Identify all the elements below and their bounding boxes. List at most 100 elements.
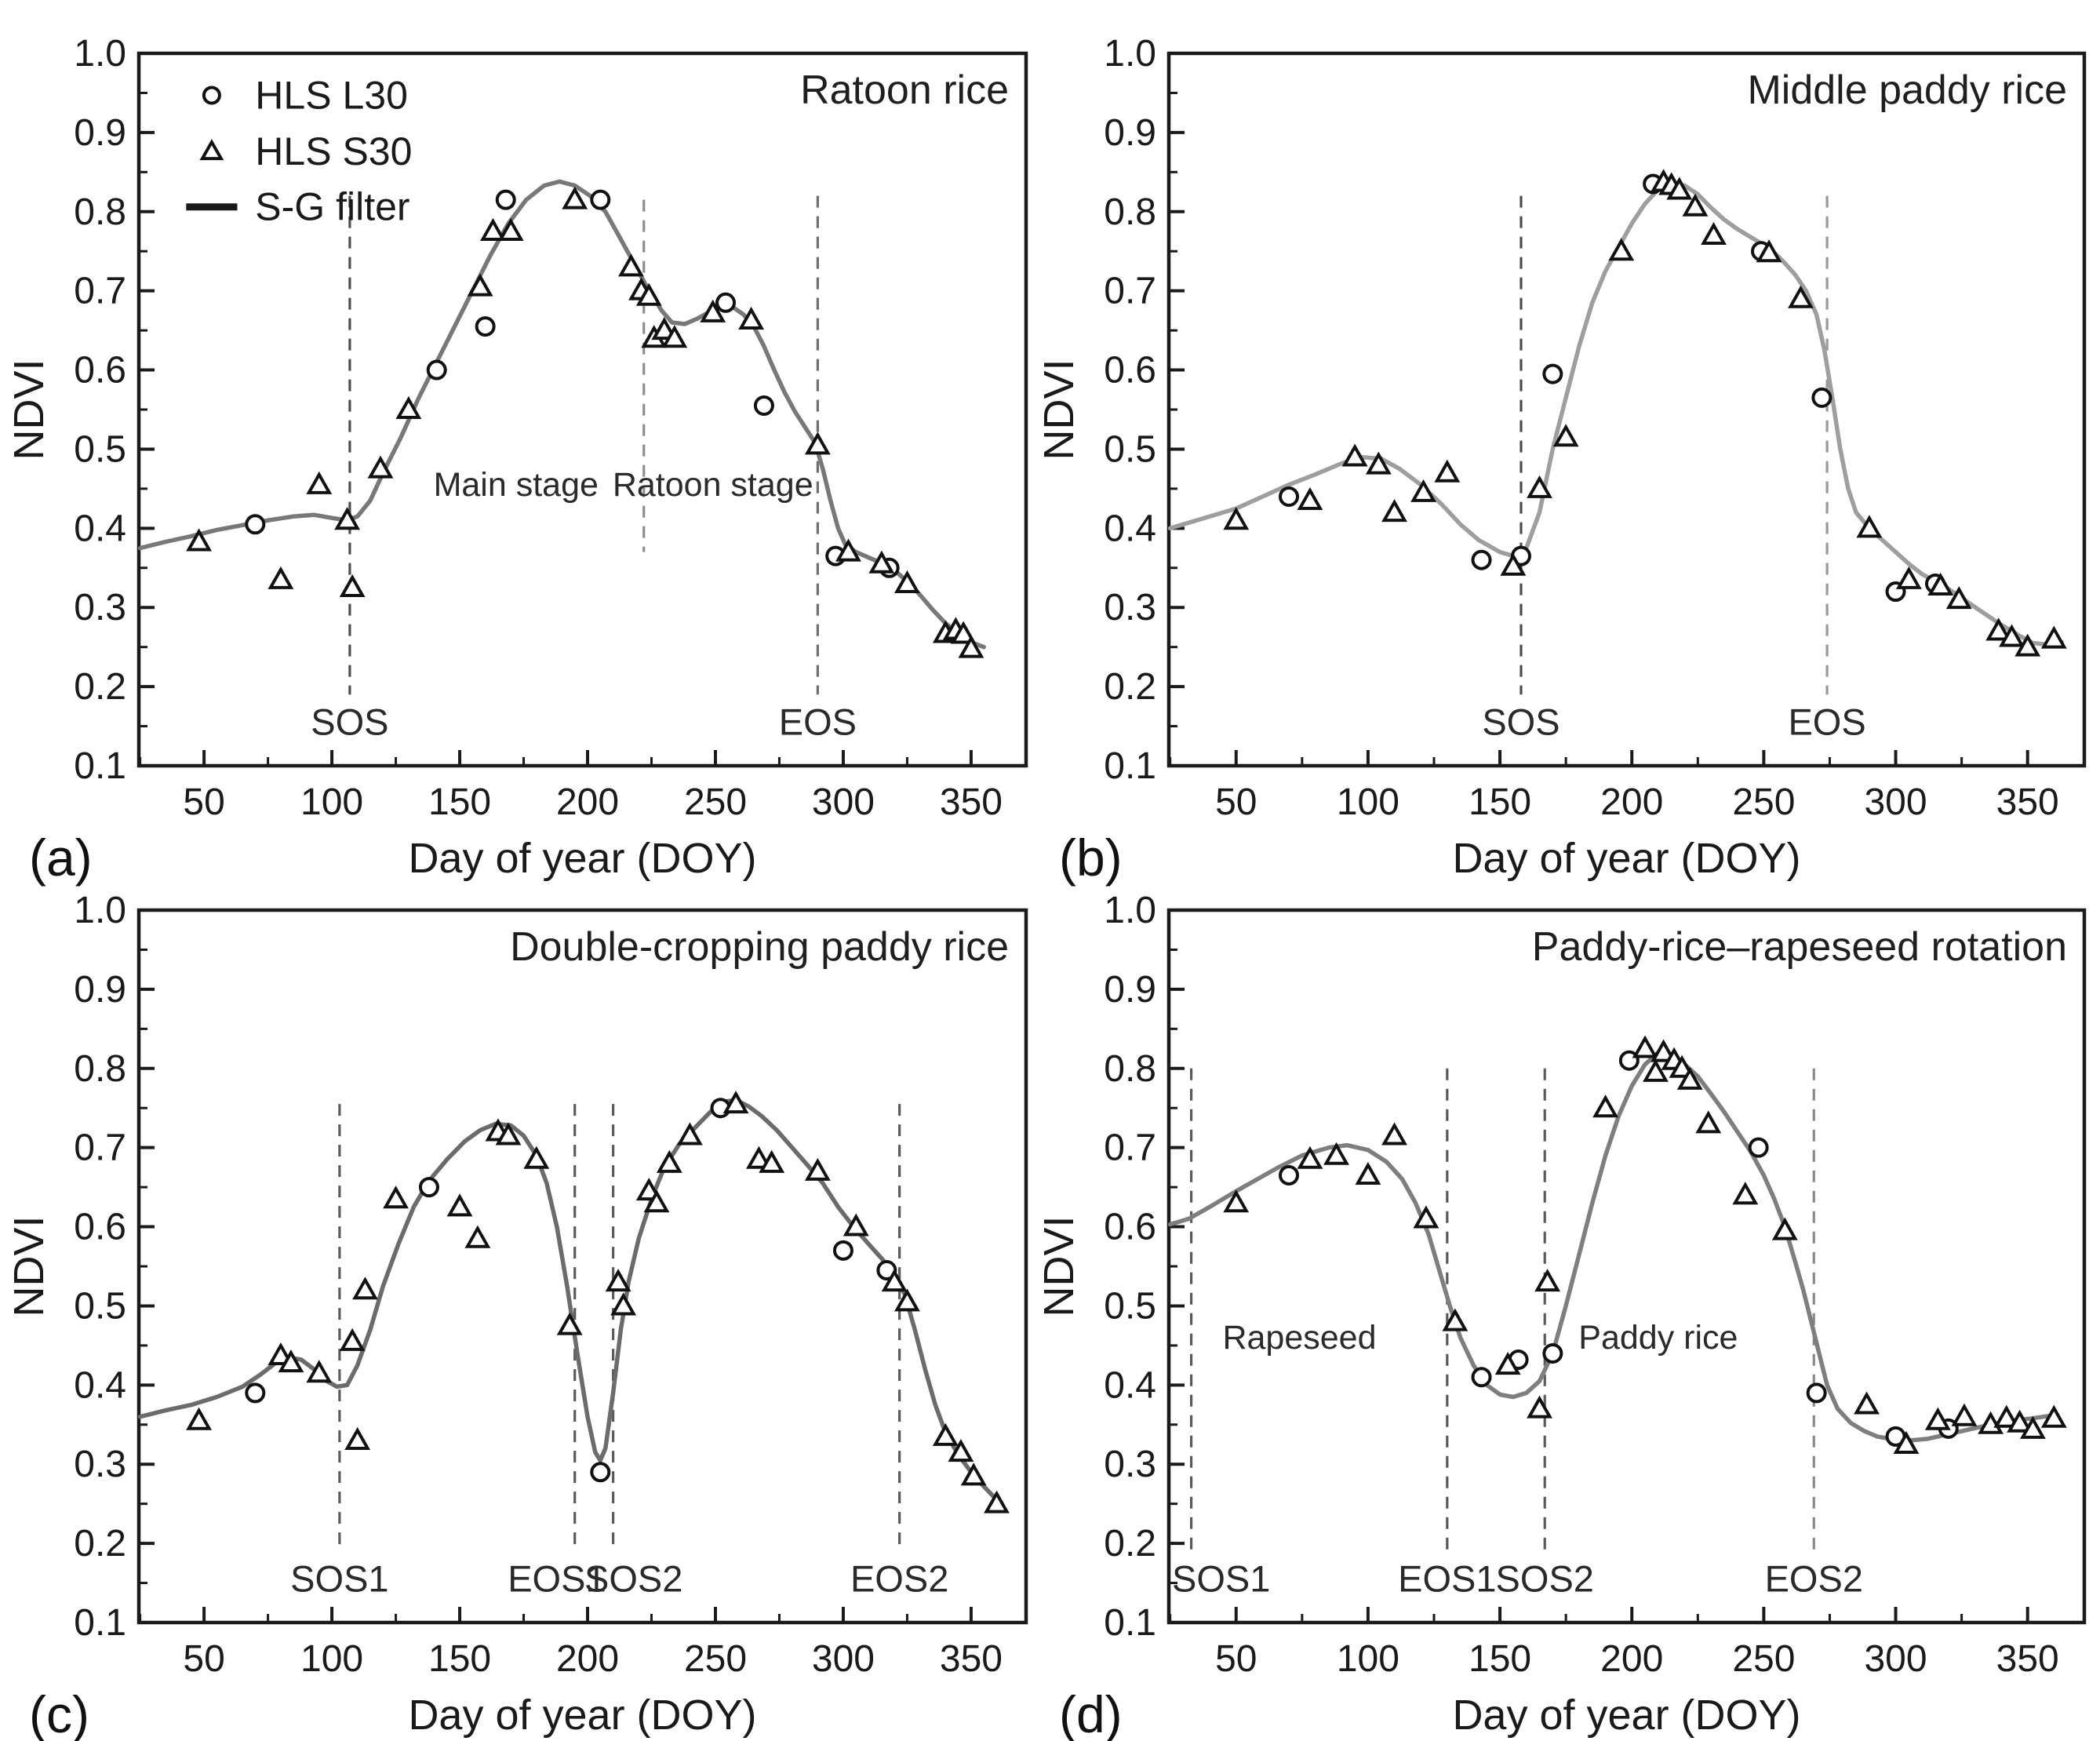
data-point-triangle — [804, 432, 831, 455]
data-point-triangle — [352, 1277, 378, 1300]
y-tick-label: 0.1 — [1104, 745, 1156, 787]
data-point-triangle — [446, 1193, 473, 1217]
data-point-circle — [475, 316, 496, 337]
y-tick-label: 0.3 — [74, 1444, 126, 1485]
panel-title: Ratoon rice — [800, 67, 1009, 113]
data-point-triangle — [894, 570, 920, 593]
y-tick-label: 0.4 — [74, 508, 126, 549]
x-tick-label: 300 — [812, 1638, 875, 1680]
data-point-triangle — [1985, 617, 2012, 641]
data-point-triangle — [843, 1213, 869, 1237]
data-point-triangle — [1951, 1403, 1978, 1426]
data-point-triangle — [395, 395, 422, 419]
data-point-triangle — [1756, 239, 1782, 263]
sg-filter-curve — [1167, 181, 2065, 647]
data-point-triangle — [661, 325, 688, 348]
data-point-triangle — [1552, 424, 1579, 447]
sg-filter-curve — [1167, 1050, 2057, 1443]
data-point-triangle — [383, 1186, 409, 1209]
data-point-triangle — [605, 1269, 631, 1292]
panel-b: 0.1 0.2 0.3 0.4 0.5 0.6 0.7 0.8 0.9 1.0 50 100 150 20… — [1035, 33, 2087, 887]
x-tick-label: 50 — [183, 781, 224, 823]
event-label-SOS2: SOS2 — [1496, 1558, 1594, 1600]
data-point-triangle — [1494, 1352, 1521, 1375]
data-point-triangle — [1643, 1058, 1669, 1082]
data-point-triangle — [1534, 1269, 1561, 1292]
x-tick-label: 300 — [812, 781, 875, 823]
y-tick-label: 0.2 — [1104, 666, 1156, 708]
data-point-triangle — [344, 1426, 371, 1450]
x-tick-label: 250 — [684, 781, 747, 823]
data-point-triangle — [306, 471, 333, 494]
stage-annotation: Paddy rice — [1578, 1319, 1738, 1357]
data-point-triangle — [1632, 1035, 1658, 1058]
panel-letter: (a) — [29, 829, 93, 887]
data-point-triangle — [618, 253, 644, 277]
x-tick-label: 300 — [1864, 1638, 1927, 1680]
event-label-EOS: EOS — [779, 701, 857, 743]
data-point-triangle — [467, 273, 493, 297]
data-point-circle — [1806, 1382, 1827, 1404]
plot-border — [1166, 908, 2087, 1625]
panel-letter: (b) — [1059, 829, 1123, 887]
data-point-triangle — [745, 1145, 772, 1169]
plot-border — [1166, 51, 2087, 768]
x-tick-label: 200 — [556, 781, 619, 823]
y-tick-label: 0.7 — [1104, 271, 1156, 312]
y-tick-label: 0.1 — [1104, 1602, 1156, 1644]
data-point-circle — [1471, 549, 1492, 570]
data-point-circle — [1542, 1342, 1563, 1364]
x-tick-label: 250 — [684, 1638, 747, 1680]
data-point-triangle — [1771, 1217, 1798, 1240]
data-point-circle — [245, 514, 266, 535]
y-tick-label: 0.7 — [74, 271, 126, 312]
data-point-triangle — [2040, 1404, 2067, 1428]
y-tick-label: 0.6 — [74, 1207, 126, 1248]
data-point-triangle — [1856, 515, 1883, 538]
y-tick-label: 0.8 — [74, 1048, 126, 1090]
stage-annotation: Ratoon stage — [613, 466, 813, 504]
data-point-triangle — [1365, 451, 1392, 475]
panel-a: 0.1 0.2 0.3 0.4 0.5 0.6 0.7 0.8 0.9 1.0 50 100 150 20… — [5, 33, 1028, 887]
data-point-circle — [1279, 1164, 1300, 1186]
x-tick-label: 350 — [940, 1638, 1003, 1680]
x-tick-label: 250 — [1732, 1638, 1795, 1680]
data-point-triangle — [1592, 1094, 1619, 1118]
x-tick-label: 100 — [300, 1638, 363, 1680]
event-label-EOS1: EOS1 — [508, 1558, 606, 1600]
data-point-triangle — [523, 1145, 550, 1169]
data-point-circle — [590, 189, 611, 210]
event-label-SOS2: SOS2 — [584, 1558, 682, 1600]
data-point-circle — [1748, 1137, 1769, 1158]
data-point-triangle — [635, 282, 662, 306]
event-label-EOS2: EOS2 — [850, 1558, 948, 1600]
data-point-triangle — [1500, 552, 1527, 576]
data-point-triangle — [950, 621, 977, 644]
y-tick-label: 0.8 — [1104, 1048, 1156, 1090]
x-tick-label: 350 — [1996, 781, 2059, 823]
x-axis-title: Day of year (DOY) — [408, 1692, 756, 1739]
data-point-triangle — [948, 1439, 974, 1462]
y-tick-label: 0.1 — [74, 745, 126, 787]
y-tick-label: 0.9 — [74, 969, 126, 1011]
y-tick-label: 0.4 — [1104, 508, 1156, 549]
data-point-triangle — [495, 1122, 522, 1145]
x-tick-label: 300 — [1864, 781, 1927, 823]
data-point-circle — [715, 292, 737, 313]
data-point-triangle — [960, 1462, 987, 1486]
data-point-triangle — [1927, 572, 1954, 596]
event-label-SOS1: SOS1 — [290, 1558, 388, 1600]
data-point-triangle — [1297, 1145, 1323, 1169]
x-tick-label: 200 — [1600, 1638, 1663, 1680]
x-axis-title: Day of year (DOY) — [1452, 1692, 1800, 1739]
stage-annotation: Rapeseed — [1222, 1319, 1376, 1357]
x-tick-label: 200 — [556, 1638, 619, 1680]
data-point-triangle — [1381, 1122, 1407, 1145]
data-point-circle — [245, 1382, 266, 1404]
data-point-triangle — [722, 1091, 749, 1114]
data-point-triangle — [656, 1149, 682, 1173]
panel-title: Double-cropping paddy rice — [510, 924, 1009, 970]
data-point-triangle — [894, 1288, 920, 1312]
x-tick-label: 100 — [300, 781, 363, 823]
